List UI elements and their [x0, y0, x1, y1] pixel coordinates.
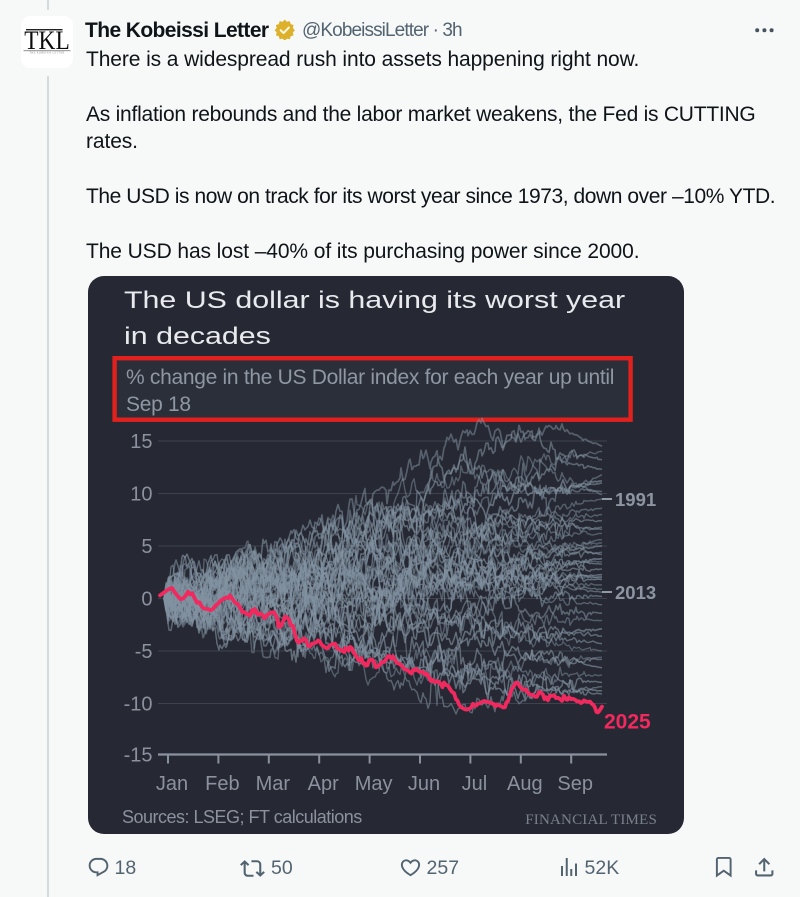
svg-text:Sep: Sep [557, 773, 593, 795]
svg-text:Jun: Jun [408, 773, 440, 795]
svg-text:2013: 2013 [615, 582, 656, 603]
svg-text:2025: 2025 [604, 711, 651, 734]
svg-text:-10: -10 [124, 694, 153, 716]
svg-text:0: 0 [141, 589, 152, 611]
svg-text:-15: -15 [124, 745, 153, 767]
svg-text:Jan: Jan [156, 773, 188, 795]
svg-text:in decades: in decades [124, 322, 271, 350]
svg-text:Sep 18: Sep 18 [126, 393, 191, 416]
svg-text:-5: -5 [135, 641, 153, 663]
svg-text:THE KOBEISSI LETTER: THE KOBEISSI LETTER [29, 51, 64, 54]
svg-text:5: 5 [141, 536, 152, 558]
svg-text:FINANCIAL TIMES: FINANCIAL TIMES [525, 812, 657, 828]
svg-text:May: May [355, 773, 393, 795]
svg-text:Feb: Feb [205, 773, 239, 795]
svg-text:The US dollar is having its wo: The US dollar is having its worst year [124, 286, 625, 314]
svg-text:Apr: Apr [308, 773, 339, 795]
svg-text:Jul: Jul [462, 773, 488, 795]
svg-text:15: 15 [130, 431, 152, 453]
svg-text:% change in the US Dollar inde: % change in the US Dollar index for each… [126, 366, 614, 389]
svg-text:10: 10 [130, 484, 152, 506]
svg-text:Aug: Aug [507, 773, 543, 795]
svg-text:Mar: Mar [256, 773, 291, 795]
svg-text:1991: 1991 [615, 489, 656, 510]
svg-text:Sources: LSEG; FT calculations: Sources: LSEG; FT calculations [122, 807, 362, 827]
